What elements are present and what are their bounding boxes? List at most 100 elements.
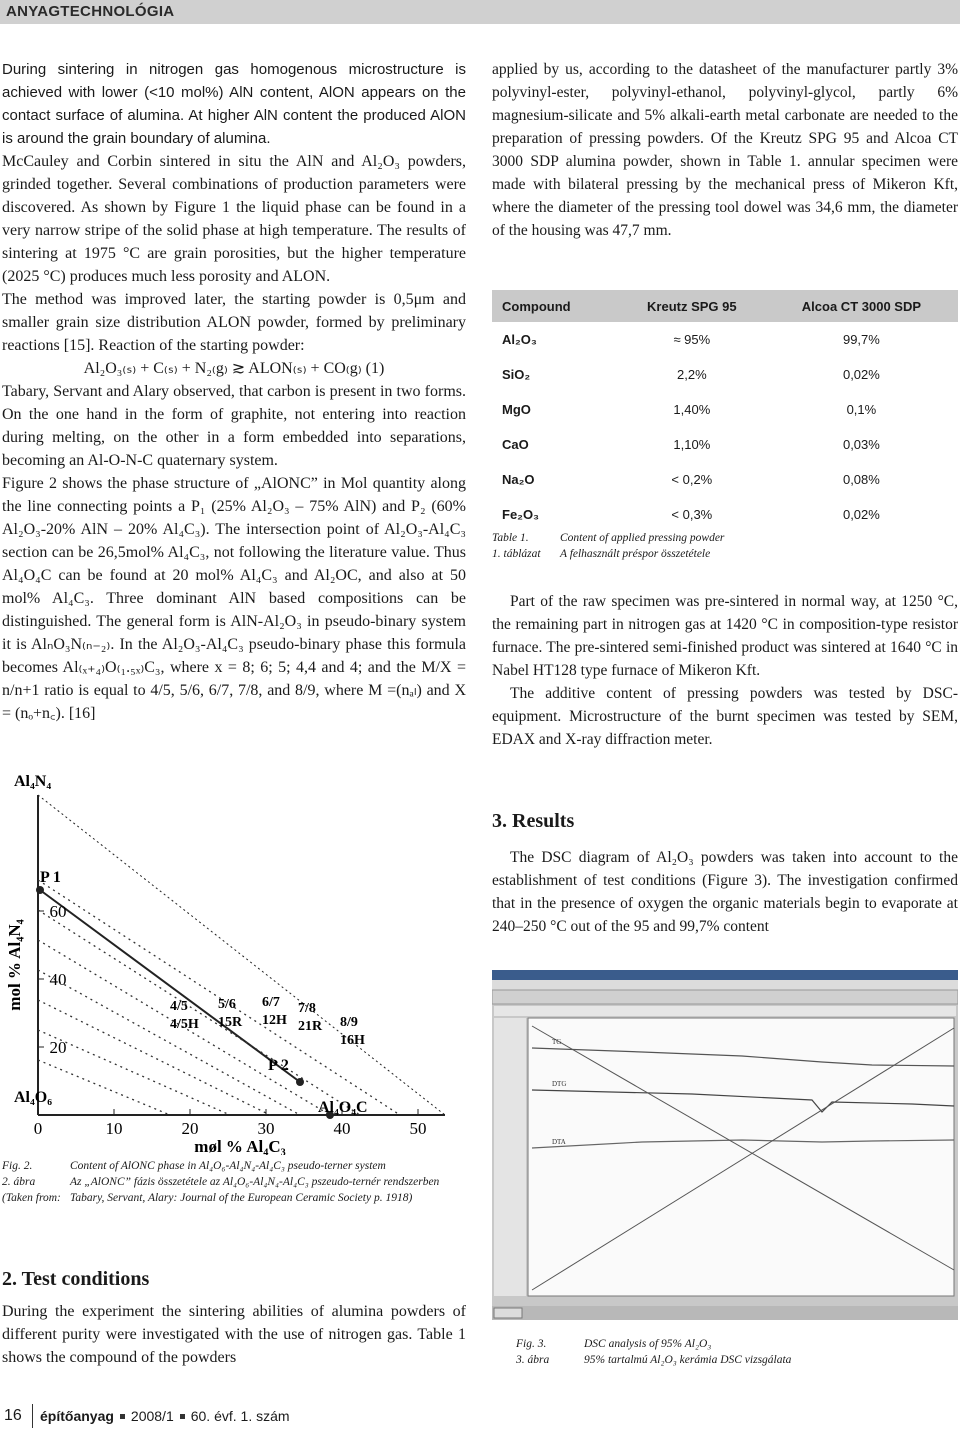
diagram-label: 15R [218,1015,243,1030]
journal-name: építőanyag [40,1408,114,1424]
diagram-label: 16H [340,1033,365,1048]
section-band: ANYAGTECHNOLÓGIA [0,0,960,24]
caption-label: 1. táblázat [492,548,541,560]
curve-label: DTA [552,1138,566,1146]
column-header: Compound [492,290,619,322]
phase-diagram: 20 40 60 0 10 20 30 40 50 mol % Al₄N₄ møl % Al₄C₃ A… [5,773,446,1155]
figure-caption: Fig. 3. DSC analysis of 95% Al₂O₃ 3. ábra 9… [516,1336,956,1368]
header-row: Compound Kreutz SPG 95 Alcoa CT 3000 SDP [492,290,958,322]
results-block: The DSC diagram of Al₂O₃ powders was tak… [492,846,958,938]
table-cell: 0,08% [842,472,880,487]
caption-text: Tabary, Servant, Alary: Journal of the E… [70,1192,413,1204]
caption-line: Fig. 3. DSC analysis of 95% Al₂O₃ [516,1336,956,1352]
diagram-label: Al₄O₆ [14,1089,52,1106]
column-header: Alcoa CT 3000 SDP [764,290,958,322]
paragraph: During the experiment the sintering abil… [2,1303,466,1366]
table-cell: Fe₂O₃ [502,507,540,522]
table-cell: Al₂O₃ [502,332,537,347]
caption-text: A felhasznált préspor összetétele [560,548,711,560]
paragraph-block: During the experiment the sintering abil… [2,1300,466,1369]
paragraph: The method was improved later, the start… [2,291,466,354]
section-heading: 2. Test conditions [2,1268,150,1290]
x-tick-label: 10 [106,1119,123,1138]
table-cell: 2,2% [677,367,707,382]
table-caption: Table 1. Content of applied pressing powd… [492,530,958,562]
table-cell: Na₂O [502,472,535,487]
paragraph: During sintering in nitrogen gas homogen… [2,61,466,147]
paragraph: Figure 2 shows the phase structure of „A… [2,475,466,722]
x-tick-label: 50 [410,1119,427,1138]
curve-label: DTG [552,1080,566,1088]
caption-line: (Taken from: Tabary, Servant, Alary: Jour… [2,1190,472,1206]
diagram-label: P 1 [40,869,61,886]
volume: 60. évf. 1. szám [190,1408,290,1424]
table-cell: MgO [502,402,531,417]
table-cell: 0,02% [842,507,880,522]
x-tick-label: 40 [334,1119,351,1138]
diagram-label: 6/7 [262,995,280,1010]
caption-line: Fig. 2. Content of AlONC phase in Al₄O₆-A… [2,1158,472,1174]
table-cell: 0,03% [842,437,880,452]
table-row: Fe₂O₃ < 0,3% 0,02% [492,497,958,532]
y-tick-label: 40 [50,970,67,989]
paragraph: Part of the raw specimen was pre-sintere… [492,593,958,679]
caption-label: Fig. 2. [2,1160,33,1172]
diagram-label: 7/8 [298,1001,316,1016]
caption-label: (Taken from: [2,1192,61,1204]
table-row: Al₂O₃ ≈ 95% 99,7% [492,322,958,357]
figure-caption: Fig. 2. Content of AlONC phase in Al₄O₆-A… [2,1158,472,1206]
paragraph: McCauley and Corbin sintered in situ the… [2,153,466,285]
table-row: CaO 1,10% 0,03% [492,427,958,462]
table-row: MgO 1,40% 0,1% [492,392,958,427]
table-cell: 1,10% [673,437,711,452]
caption-line: 3. ábra 95% tartalmú Al₂O₃ kerámia DSC vi… [516,1352,956,1368]
diagram-label: 21R [298,1019,323,1034]
table-row: Na₂O < 0,2% 0,08% [492,462,958,497]
y-tick-label: 60 [50,902,67,921]
y-axis-title: mol % Al₄N₄ [5,919,24,1010]
diagram-label: 4/5 [170,999,188,1014]
table-cell: 99,7% [842,332,880,347]
diagram-label: 8/9 [340,1015,358,1030]
diagram-label: 4/5H [170,1017,199,1032]
x-tick-label: 20 [182,1119,199,1138]
table-cell: < 0,2% [671,472,713,487]
caption-text: Content of applied pressing powder [560,532,725,544]
caption-text: DSC analysis of 95% Al₂O₃ [584,1338,712,1350]
paragraph: The DSC diagram of Al₂O₃ powders was tak… [492,849,958,935]
caption-label: 3. ábra [516,1354,550,1366]
x-tick-label: 0 [34,1119,43,1138]
right-column: applied by us, according to the datashee… [492,58,958,242]
right-column-lower: Part of the raw specimen was pre-sintere… [492,590,958,751]
diagram-label: Al₄O₄C [318,1099,368,1116]
dsc-screenshot: TG DTG DTA [492,970,958,1320]
composition-table: Compound Kreutz SPG 95 Alcoa CT 3000 SDP A… [492,290,958,532]
page-number: 16 [4,1407,22,1424]
paragraph: applied by us, according to the datashee… [492,61,958,239]
column-header: Kreutz SPG 95 [618,290,765,322]
diagram-label: P 2 [268,1057,289,1074]
caption-line: 2. ábra Az „AlONC” fázis összetétele az A… [2,1174,472,1190]
table-cell: CaO [502,437,529,452]
x-axis-title: møl % Al₄C₃ [194,1137,285,1155]
table-cell: SiO₂ [502,367,531,382]
y-tick-label: 20 [50,1038,67,1057]
caption-text: Content of AlONC phase in Al₄O₆-Al₄N₄-Al… [70,1160,386,1172]
table-row: SiO₂ 2,2% 0,02% [492,357,958,392]
caption-text: 95% tartalmú Al₂O₃ kerámia DSC vizsgálat… [584,1354,792,1366]
equation: Al₂O₃₍ₛ₎ + C₍ₛ₎ + N₂₍g₎ ≳ ALON₍ₛ₎ + CO₍g… [83,360,385,377]
table-cell: ≈ 95% [673,332,711,347]
table-cell: 1,40% [673,402,711,417]
diagram-label: Al₄N₄ [14,773,51,790]
diagram-label: 12H [262,1013,287,1028]
diagram-label: 5/6 [218,997,236,1012]
caption-label: Table 1. [492,532,529,544]
section-title: ANYAGTECHNOLÓGIA [6,3,175,20]
table-cell: 0,1% [846,402,877,417]
paragraph: Tabary, Servant and Alary observed, that… [2,383,466,469]
footer: 16 építőanyag 2008/1 60. évf. 1. szám [0,1404,960,1428]
paragraph: The additive content of pressing powders… [492,685,958,748]
x-tick-label: 30 [258,1119,275,1138]
caption-line: 1. táblázat A felhasznált préspor összeté… [492,546,958,562]
